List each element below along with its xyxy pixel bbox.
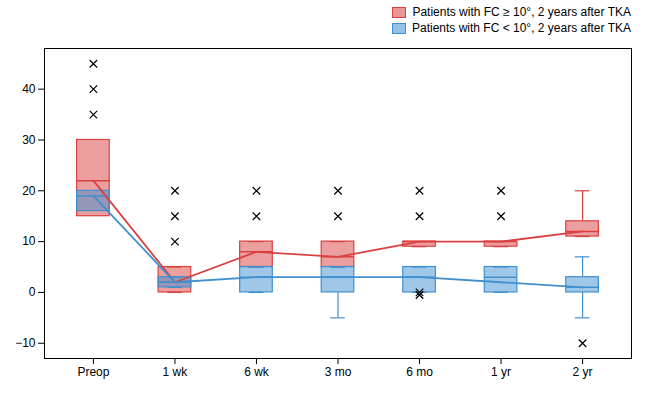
svg-text:1 wk: 1 wk xyxy=(163,365,189,379)
svg-text:6 wk: 6 wk xyxy=(244,365,270,379)
svg-text:2 yr: 2 yr xyxy=(573,365,593,379)
svg-text:3 mo: 3 mo xyxy=(325,365,352,379)
svg-text:20: 20 xyxy=(22,184,36,198)
html-text:Patients with FC < 10°, 2 year: Patients with FC < 10°, 2 years after TK… xyxy=(412,21,631,35)
svg-text:40: 40 xyxy=(22,82,36,96)
html-text:Patients with FC ≥ 10°, 2 year: Patients with FC ≥ 10°, 2 years after TK… xyxy=(412,5,631,19)
svg-text:6 mo: 6 mo xyxy=(406,365,433,379)
svg-text:1 yr: 1 yr xyxy=(491,365,511,379)
svg-text:Preop: Preop xyxy=(77,365,109,379)
svg-text:10: 10 xyxy=(22,234,36,248)
svg-text:30: 30 xyxy=(22,133,36,147)
svg-text:−10: −10 xyxy=(15,336,36,350)
svg-text:0: 0 xyxy=(29,285,36,299)
